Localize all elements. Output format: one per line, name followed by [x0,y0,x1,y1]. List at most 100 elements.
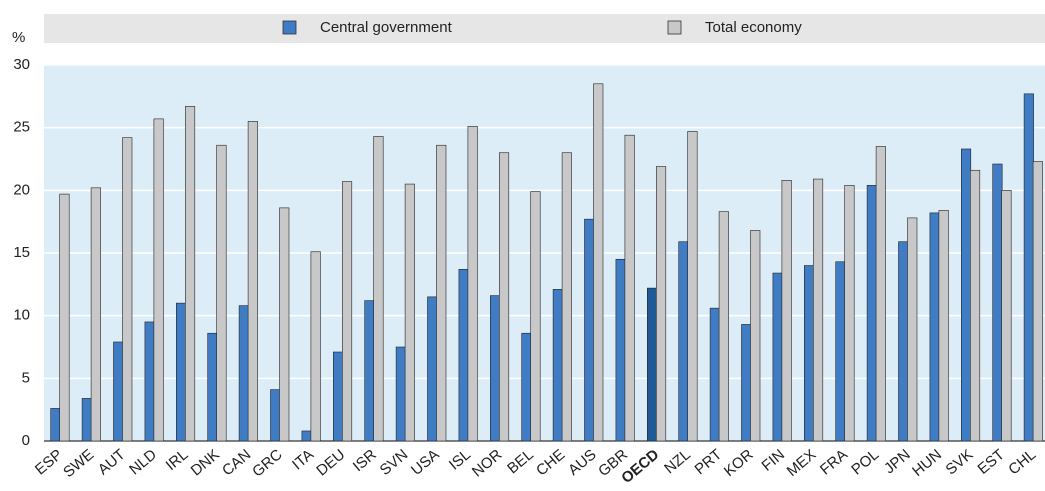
bar [812,178,824,442]
bar [489,295,501,442]
x-tick-label: JPN [881,446,914,477]
bar [467,126,478,442]
bar [176,302,187,442]
y-tick-label: 0 [22,432,30,449]
x-tick-label: DNK [188,446,223,479]
bar [270,389,281,442]
bar [301,430,312,442]
bar [458,268,469,442]
bar [395,346,406,442]
x-tick-label: SVN [377,446,412,479]
bar [521,332,532,442]
y-tick-label: 30 [13,56,30,73]
y-tick-label: 20 [13,181,30,198]
bar [207,332,218,442]
x-tick-label: AUT [95,446,129,478]
bar [844,185,855,442]
x-tick-label: GRC [249,446,286,481]
bar [709,307,720,442]
x-tick-label: FIN [759,446,788,475]
bar [646,287,658,442]
x-tick-label: USA [408,446,443,479]
bar [498,152,510,442]
bar [122,137,133,442]
bar [929,212,940,442]
bar [678,241,689,442]
x-tick-label: SWE [60,446,97,481]
bar [216,144,227,442]
x-tick-label: CHL [1005,446,1039,478]
bar [835,261,846,442]
x-tick-label: AUS [565,446,600,479]
bar [624,134,635,442]
bar [113,341,124,442]
x-tick-label: NZL [661,446,694,477]
bar [907,217,918,442]
bar [427,296,438,442]
bar [969,169,981,442]
bar [615,258,626,442]
bar [1023,93,1034,442]
y-tick-label: 25 [13,119,30,136]
bar [279,207,290,442]
bar [436,144,447,442]
y-tick-label: 15 [13,244,30,261]
legend-swatch [282,20,297,35]
bar [938,210,949,442]
bar [238,305,249,442]
x-tick-label: ITA [289,446,317,473]
bar [247,121,258,442]
bar [341,181,353,442]
bar [741,324,752,442]
bar [781,180,792,442]
x-tick-label: IRL [163,446,192,474]
x-tick-label: DEU [313,446,348,479]
bar [81,398,92,442]
bar [960,148,972,442]
legend-label: Total economy [705,19,802,36]
bar [655,166,667,442]
bar [530,191,541,442]
bar [310,251,321,442]
y-axis-label: % [12,29,25,46]
bar [718,211,729,442]
x-tick-label: PRT [692,446,726,478]
bar [373,136,384,442]
bar [59,193,70,442]
bar [584,218,595,442]
bar [898,241,909,442]
bar [1032,161,1043,442]
bar [593,83,604,442]
bar [153,118,164,442]
x-tick-label: ISR [350,446,380,475]
x-tick-label: ESP [32,446,66,478]
x-tick-label: FRA [817,446,851,478]
bar [185,106,196,442]
bar [750,230,761,442]
x-tick-label: HUN [909,446,945,480]
x-tick-label: POL [848,446,882,478]
x-tick-label: NLD [126,446,160,478]
legend-swatch [667,20,682,35]
bar [144,321,155,442]
y-tick-label: 10 [13,307,30,324]
x-tick-label: EST [975,446,1008,478]
bar [687,131,698,442]
bar [1001,190,1012,442]
x-tick-label: MEX [784,446,820,480]
bar [364,300,375,442]
bar [332,351,344,442]
bar [866,185,877,442]
x-tick-label: CHE [533,446,568,479]
bar [772,272,783,442]
x-tick-label: CAN [219,446,254,479]
legend-label: Central government [320,19,453,36]
bar [561,152,572,442]
x-tick-label: BEL [504,446,537,477]
x-tick-label: SVK [943,446,977,478]
bar [803,265,815,442]
bar [875,146,886,442]
bar [50,408,61,442]
x-tick-label: KOR [721,446,757,480]
